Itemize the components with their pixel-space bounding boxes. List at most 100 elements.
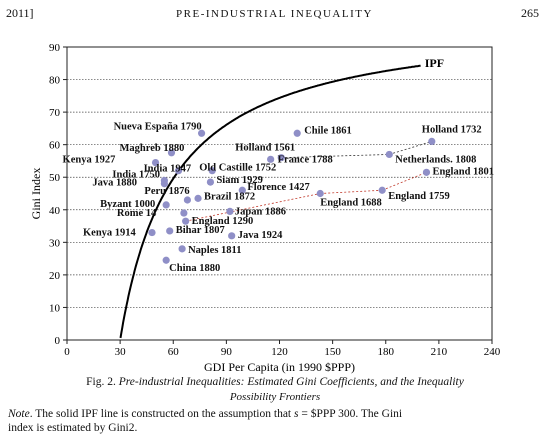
data-point <box>267 155 275 163</box>
caption-title-2: Possibility Frontiers <box>229 391 321 403</box>
note-text-1-end: = $PPP 300. The Gini <box>298 408 403 420</box>
point-label: Florence 1427 <box>247 182 310 193</box>
data-point <box>226 207 234 216</box>
x-tick-label: 0 <box>64 346 70 358</box>
point-label: Rome 14 <box>117 208 157 219</box>
data-point <box>206 178 215 186</box>
connector-lines <box>185 141 432 222</box>
ipf-curve <box>119 64 421 339</box>
point-label: Peru 1876 <box>144 186 189 197</box>
data-point <box>162 201 170 209</box>
data-point <box>238 186 246 194</box>
ipf-curve-group: IPF <box>119 56 444 339</box>
x-tick-label: 210 <box>431 346 448 358</box>
point-label: Holland 1561 <box>235 143 295 154</box>
data-point <box>182 217 190 225</box>
y-tick-label: 20 <box>49 270 61 282</box>
data-point <box>208 167 216 175</box>
data-point <box>166 227 174 235</box>
point-label: England 1801 <box>432 166 494 177</box>
data-points <box>148 129 436 264</box>
note-label: Note <box>8 408 30 420</box>
data-point <box>422 168 431 176</box>
point-label: Holland 1732 <box>422 124 482 135</box>
y-tick-label: 90 <box>49 42 61 54</box>
axes: 0 10 20 30 40 50 60 70 80 90 0 30 60 90 120 150 180 210 24… <box>29 42 501 374</box>
connector-line <box>389 141 432 155</box>
y-tick-label: 10 <box>49 302 61 314</box>
data-point <box>160 180 168 188</box>
data-point <box>378 186 386 194</box>
data-point <box>293 129 301 137</box>
figure-note: Note. The solid IPF line is constructed … <box>8 407 544 421</box>
point-label: Siam 1929 <box>216 175 262 186</box>
point-label: England 1759 <box>388 191 450 202</box>
point-label: Java 1880 <box>92 178 137 189</box>
y-tick-label: 70 <box>49 107 61 119</box>
point-label: Maghreb 1880 <box>119 143 184 154</box>
x-tick-label: 90 <box>221 346 233 358</box>
x-tick-label: 60 <box>168 346 180 358</box>
x-axis-label: GDI Per Capita (in 1990 $PPP) <box>204 360 355 374</box>
data-point <box>194 194 202 202</box>
data-point <box>151 158 160 167</box>
point-label: Netherlands. 1808 <box>395 154 476 165</box>
y-tick-label: 60 <box>49 140 61 152</box>
y-tick-label: 50 <box>49 172 61 184</box>
point-label: Japan 1886 <box>235 206 286 217</box>
point-label: Chile 1861 <box>304 125 352 136</box>
data-point <box>178 245 186 253</box>
data-point <box>197 129 206 137</box>
y-axis-label: Gini Index <box>29 168 43 220</box>
note-text-1: . The solid IPF line is constructed on t… <box>29 408 294 420</box>
connector-line <box>320 189 383 194</box>
data-point <box>183 196 192 204</box>
note-text-2: index is estimated by Gini2. <box>8 422 138 434</box>
caption-title-1: Pre-industrial Inequalities: Estimated G… <box>118 376 464 388</box>
y-tick-label: 40 <box>49 205 61 217</box>
note-variable: s <box>294 408 299 420</box>
y-tick-label: 30 <box>49 237 61 249</box>
point-label: India 1947 <box>144 164 192 175</box>
data-point <box>316 189 324 198</box>
point-label: Old Castille 1752 <box>199 163 276 174</box>
x-tick-label: 180 <box>378 346 395 358</box>
point-label: Kenya 1927 <box>63 155 116 166</box>
data-point <box>428 137 436 146</box>
connector-line <box>382 171 427 191</box>
point-label: France 1788 <box>278 154 333 165</box>
point-label: Brazil 1872 <box>204 191 255 202</box>
x-tick-label: 30 <box>115 346 127 358</box>
y-tick-label: 80 <box>49 75 61 87</box>
point-label: England 1290 <box>192 216 254 227</box>
data-point <box>228 232 236 240</box>
data-point <box>167 149 176 157</box>
data-point <box>162 256 170 264</box>
x-tick-label: 120 <box>271 346 288 358</box>
point-label: Byzant 1000 <box>100 199 155 210</box>
data-point <box>148 228 156 237</box>
header-running-title: PRE-INDUSTRIAL INEQUALITY <box>176 8 373 20</box>
point-label: China 1880 <box>169 263 220 274</box>
header-volume: 2011] <box>6 6 34 20</box>
point-label: Java 1924 <box>238 230 283 241</box>
y-tick-label: 0 <box>55 335 61 347</box>
data-point <box>385 150 393 159</box>
caption-fig-number: Fig. 2. <box>86 376 116 388</box>
data-point <box>174 167 183 175</box>
point-label: Naples 1811 <box>188 245 241 256</box>
point-label: Kenya 1914 <box>83 228 137 239</box>
figure-caption: Fig. 2. Pre-industrial Inequalities: Est… <box>10 376 540 388</box>
header-page-number: 265 <box>521 6 539 20</box>
x-tick-label: 150 <box>324 346 341 358</box>
data-point <box>180 209 188 217</box>
point-label: India 1750 <box>112 169 160 180</box>
point-label: England 1688 <box>320 198 382 209</box>
ipf-label: IPF <box>425 56 444 70</box>
x-tick-label: 240 <box>484 346 501 358</box>
data-point <box>277 154 285 162</box>
point-label: Nueva España 1790 <box>114 121 202 132</box>
point-label: Bihar 1807 <box>176 225 225 236</box>
